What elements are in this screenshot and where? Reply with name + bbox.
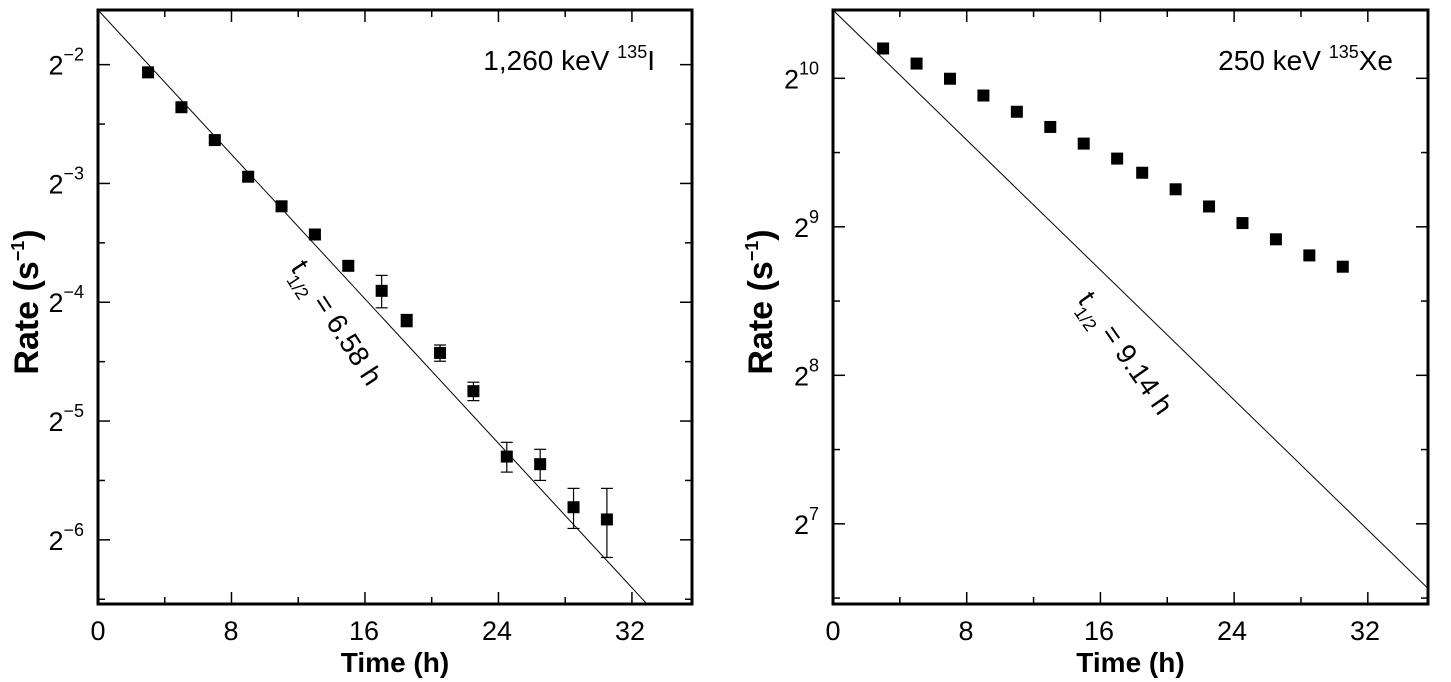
y-axis-label-close: ) [8,229,46,240]
y-tick-label: 210 [784,58,819,94]
data-point [275,200,288,213]
data-point [342,259,355,272]
y-tick-label: 2−4 [48,282,84,318]
data-point [375,284,388,297]
fit-line [833,10,1428,589]
half-life-label: t1/2 = 6.58 h [278,254,388,395]
iodine-decay-panel: 0 8 16 24 322−22−32−42−52−61,260 keV 135It1/… [8,8,694,678]
isotope-label: 1,260 keV 135I [483,42,655,76]
y-axis-label-main: Rate (s [742,261,780,374]
y-tick-label: 2−3 [48,163,84,199]
y-tick-base: 2 [784,64,799,94]
data-point [1303,249,1316,262]
data-point [534,458,547,471]
y-axis-label-main: Rate (s [8,261,46,374]
y-tick-label: 27 [794,504,819,540]
data-point [1269,233,1282,246]
y-tick-exp: −4 [63,282,84,302]
isotope-mass: 135 [1329,42,1359,62]
half-life-value: = 9.14 h [1091,313,1179,421]
y-tick-base: 2 [48,526,63,556]
y-tick-label: 2−5 [48,401,84,437]
data-point [1336,260,1349,273]
data-point [600,513,613,526]
y-axis-label-close: ) [742,229,780,240]
x-tick-label: 16 [1084,616,1114,646]
y-tick-label: 2−2 [48,45,84,81]
y-tick-exp: −6 [63,520,84,540]
x-tick-label: 24 [1217,616,1247,646]
x-tick-label: 32 [1350,616,1380,646]
data-point [142,66,155,79]
x-tick-label: 0 [90,616,105,646]
x-tick-label: 0 [825,616,840,646]
isotope-energy: 1,260 keV [483,45,617,76]
data-point [977,89,990,102]
data-point [242,170,255,183]
y-tick-exp: −3 [63,163,84,183]
data-point [1077,137,1090,150]
data-point [910,57,923,70]
isotope-element: Xe [1359,45,1393,76]
fit-line [98,10,648,604]
plot-frame [96,8,694,606]
y-tick-base: 2 [48,288,63,318]
x-axis-label: Time (h) [1076,647,1184,678]
data-point [1010,105,1023,118]
y-tick-label: 2−6 [48,520,84,556]
half-life-value: = 6.58 h [303,282,389,391]
x-tick-label: 32 [615,616,645,646]
data-point [877,42,890,55]
y-tick-exp: −5 [63,401,84,421]
y-axis-label: Rate (s−1) [8,229,46,374]
y-tick-base: 2 [794,510,809,540]
data-point [1236,217,1249,230]
x-tick-label: 16 [349,616,379,646]
data-point [434,346,447,359]
y-tick-label: 28 [794,355,819,391]
data-point [1169,183,1182,196]
isotope-label: 250 keV 135Xe [1218,42,1393,76]
plot-frame [831,8,1430,606]
y-tick-base: 2 [48,169,63,199]
y-tick-base: 2 [48,51,63,81]
y-tick-exp: 10 [799,58,819,78]
y-tick-exp: −2 [63,45,84,65]
isotope-mass: 135 [617,42,647,62]
y-axis-label: Rate (s−1) [742,229,780,374]
data-point [467,385,480,398]
x-tick-label: 24 [482,616,512,646]
y-axis-label-exp: −1 [742,241,762,262]
y-tick-base: 2 [794,213,809,243]
y-tick-label: 29 [794,207,819,243]
y-tick-base: 2 [794,361,809,391]
y-tick-exp: 8 [809,355,819,375]
x-tick-label: 8 [958,616,973,646]
isotope-energy: 250 keV [1218,45,1329,76]
data-point [208,134,221,147]
data-point [308,228,321,241]
x-axis-label: Time (h) [341,647,449,678]
data-point [500,450,513,463]
data-point [943,72,956,85]
y-axis-label-exp: −1 [8,241,28,262]
data-point [1136,166,1149,179]
y-tick-exp: 9 [809,207,819,227]
data-point [567,501,580,514]
isotope-element: I [647,45,655,76]
y-tick-base: 2 [48,407,63,437]
data-point [1111,152,1124,165]
half-life-label: t1/2 = 9.14 h [1066,286,1180,425]
data-point [1203,200,1216,213]
data-point [400,314,413,327]
x-tick-label: 8 [223,616,238,646]
y-tick-exp: 7 [809,504,819,524]
data-point [175,101,188,114]
data-point [1044,120,1057,133]
